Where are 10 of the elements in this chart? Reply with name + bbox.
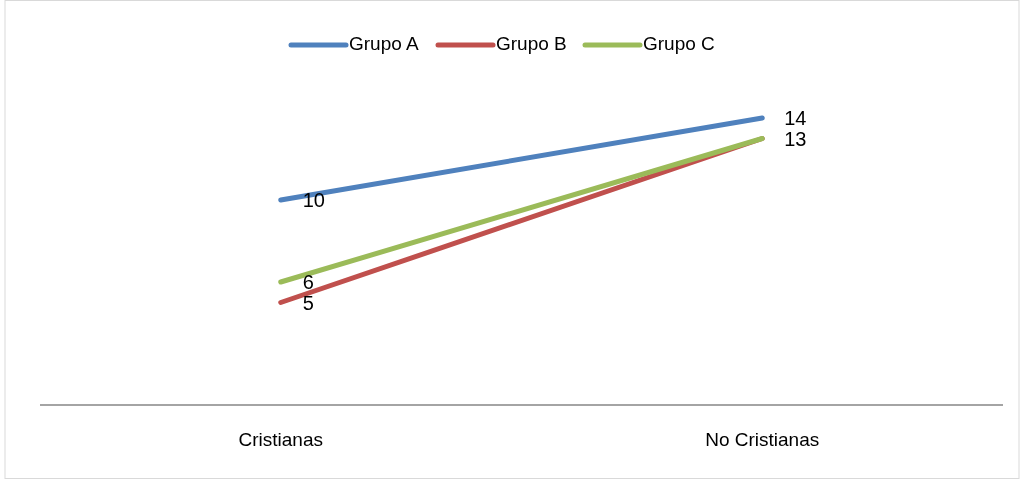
data-label: 10 [302, 189, 325, 212]
legend-label: Grupo A [349, 33, 420, 55]
data-label: 14 [784, 107, 807, 130]
data-label: 5 [302, 291, 314, 314]
x-tick-label: No Cristianas [705, 429, 820, 451]
data-label: 13 [784, 127, 807, 150]
legend-label: Grupo C [643, 33, 715, 55]
legend-label: Grupo B [496, 33, 567, 55]
x-tick-label: Cristianas [238, 429, 323, 451]
data-label: 6 [302, 271, 314, 294]
